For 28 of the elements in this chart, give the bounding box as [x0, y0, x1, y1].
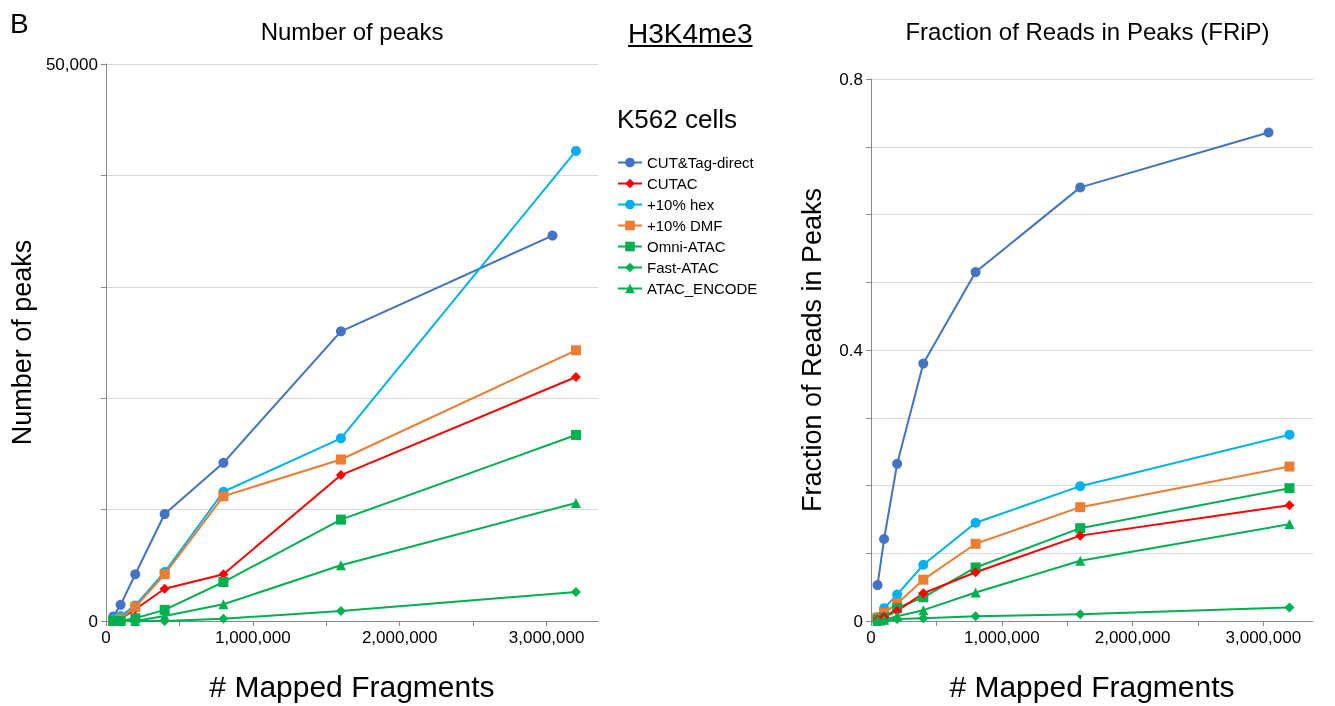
- y-axis-title: Fraction of Reads in Peaks: [796, 187, 827, 513]
- x-tick-label: 0: [101, 628, 111, 647]
- legend-label: CUTAC: [647, 175, 698, 192]
- y-tick-label: 0: [853, 611, 863, 631]
- legend-label: CUT&Tag-direct: [647, 154, 755, 171]
- x-axis-title: # Mapped Fragments: [209, 669, 495, 703]
- x-tick-label: 1,000,000: [963, 628, 1040, 647]
- x-tick-label: 2,000,000: [361, 628, 438, 647]
- text: B: [10, 8, 29, 40]
- y-tick-label: 0.4: [839, 340, 863, 360]
- x-tick-label: 2,000,000: [1094, 628, 1171, 647]
- x-tick-label: 1,000,000: [214, 628, 291, 647]
- legend-label: +10% hex: [647, 196, 715, 213]
- x-axis-title: # Mapped Fragments: [949, 669, 1235, 703]
- legend-label: Fast-ATAC: [647, 259, 720, 276]
- y-tick-label: 0.8: [839, 69, 863, 89]
- x-tick-label: 3,000,000: [1225, 628, 1302, 647]
- y-axis-title: Number of peaks: [6, 239, 37, 446]
- legend-label: Omni-ATAC: [647, 238, 726, 255]
- x-tick-label: 0: [866, 628, 876, 647]
- chart-title: Number of peaks: [260, 17, 444, 45]
- legend-label: ATAC_ENCODE: [647, 280, 758, 297]
- chart-title: Fraction of Reads in Peaks (FRiP): [905, 17, 1270, 45]
- legend-title: K562 cells: [617, 104, 737, 135]
- text: H3K4me3: [628, 18, 753, 50]
- y-tick-label: 50,000: [45, 54, 98, 74]
- legend-label: +10% DMF: [647, 217, 723, 234]
- x-tick-label: 3,000,000: [508, 628, 585, 647]
